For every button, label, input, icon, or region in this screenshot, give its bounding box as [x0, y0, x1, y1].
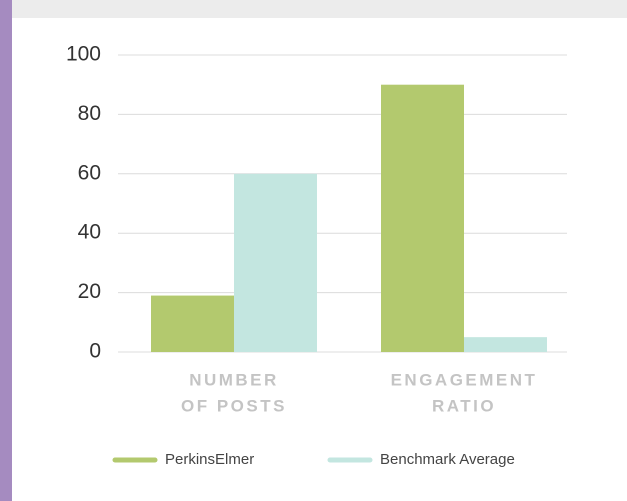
bar	[151, 295, 234, 352]
y-tick-label: 100	[66, 43, 101, 66]
bar	[381, 84, 464, 352]
y-tick-label: 80	[78, 102, 101, 125]
x-tick-label: OF POSTS	[181, 396, 287, 415]
y-tick-label: 40	[78, 221, 101, 244]
side-strip	[0, 0, 12, 501]
y-tick-label: 60	[78, 161, 101, 184]
bar	[234, 173, 317, 352]
legend-label: PerkinsElmer	[165, 451, 254, 468]
x-tick-label: ENGAGEMENT	[391, 370, 538, 389]
top-band	[0, 0, 627, 18]
x-tick-label: NUMBER	[189, 370, 279, 389]
bar	[464, 337, 547, 352]
x-tick-label: RATIO	[432, 396, 496, 415]
y-tick-label: 0	[89, 340, 101, 363]
y-tick-label: 20	[78, 280, 101, 303]
legend-label: Benchmark Average	[380, 451, 515, 468]
